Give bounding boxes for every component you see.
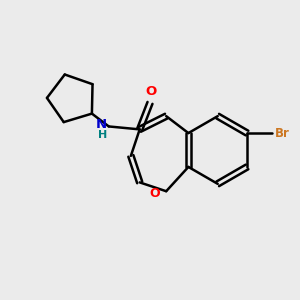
Text: O: O — [150, 187, 160, 200]
Text: Br: Br — [275, 127, 290, 140]
Text: O: O — [146, 85, 157, 98]
Text: N: N — [96, 118, 107, 131]
Text: H: H — [98, 130, 107, 140]
